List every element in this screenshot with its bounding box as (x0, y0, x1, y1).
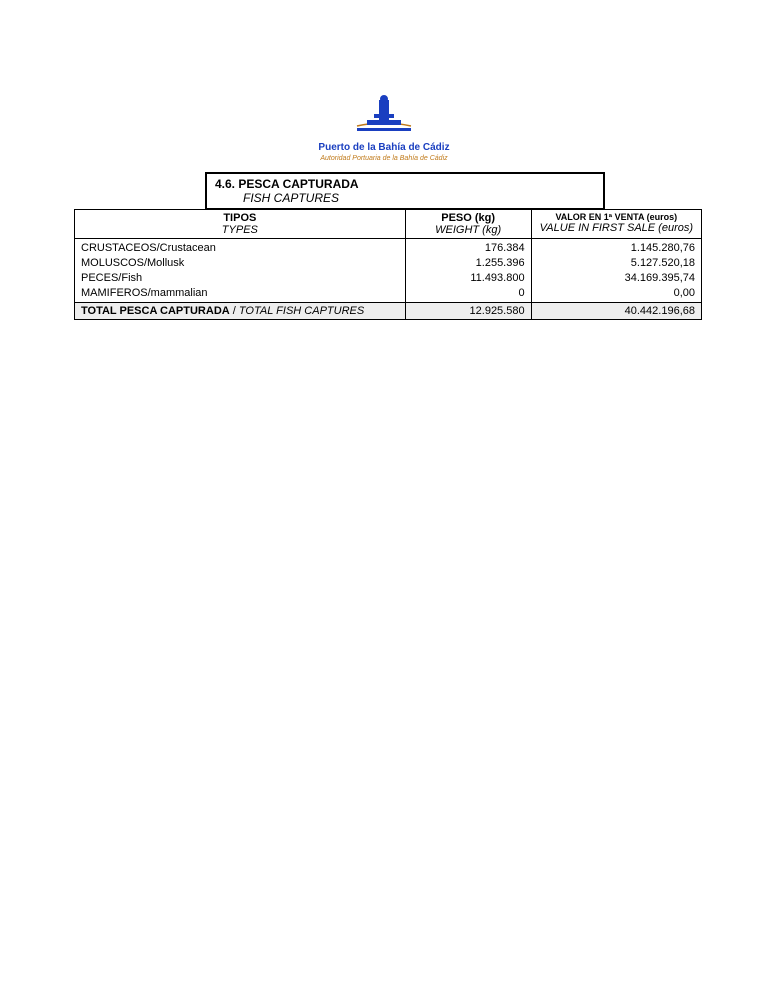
section-title-es: 4.6. PESCA CAPTURADA (215, 177, 595, 191)
header-weight-es: PESO (kg) (412, 212, 525, 224)
table-header-row: TIPOS TYPES PESO (kg) WEIGHT (kg) VALOR … (75, 210, 702, 239)
total-weight-cell: 12.925.580 (405, 303, 531, 320)
weight-cell: 176.384 1.255.396 11.493.800 0 (405, 239, 531, 303)
total-label-en: TOTAL FISH CAPTURES (239, 305, 364, 317)
header-weight-en: WEIGHT (kg) (412, 224, 525, 236)
type-row: MOLUSCOS/Mollusk (81, 256, 399, 271)
types-cell: CRUSTACEOS/Crustacean MOLUSCOS/Mollusk P… (75, 239, 406, 303)
header-types: TIPOS TYPES (75, 210, 406, 239)
fish-captures-table: TIPOS TYPES PESO (kg) WEIGHT (kg) VALOR … (74, 209, 702, 320)
section-title-en: FISH CAPTURES (243, 191, 595, 205)
weight-row: 1.255.396 (412, 256, 525, 271)
value-cell: 1.145.280,76 5.127.520,18 34.169.395,74 … (531, 239, 701, 303)
weight-row: 176.384 (412, 241, 525, 256)
total-label-es: TOTAL PESCA CAPTURADA (81, 305, 230, 317)
port-logo-icon (349, 90, 419, 138)
value-row: 34.169.395,74 (538, 271, 695, 286)
header-types-en: TYPES (81, 224, 399, 236)
header-value-en: VALUE IN FIRST SALE (euros) (538, 222, 695, 234)
value-row: 0,00 (538, 286, 695, 301)
value-row: 5.127.520,18 (538, 256, 695, 271)
value-row: 1.145.280,76 (538, 241, 695, 256)
header-value: VALOR EN 1ª VENTA (euros) VALUE IN FIRST… (531, 210, 701, 239)
type-row: PECES/Fish (81, 271, 399, 286)
table-total-row: TOTAL PESCA CAPTURADA / TOTAL FISH CAPTU… (75, 303, 702, 320)
total-label-cell: TOTAL PESCA CAPTURADA / TOTAL FISH CAPTU… (75, 303, 406, 320)
header-value-es: VALOR EN 1ª VENTA (euros) (538, 212, 695, 222)
logo-title: Puerto de la Bahía de Cádiz (299, 142, 469, 153)
weight-row: 11.493.800 (412, 271, 525, 286)
header-weight: PESO (kg) WEIGHT (kg) (405, 210, 531, 239)
table-body-row: CRUSTACEOS/Crustacean MOLUSCOS/Mollusk P… (75, 239, 702, 303)
weight-row: 0 (412, 286, 525, 301)
logo-subtitle: Autoridad Portuaria de la Bahía de Cádiz (299, 155, 469, 162)
total-sep: / (230, 305, 239, 317)
type-row: CRUSTACEOS/Crustacean (81, 241, 399, 256)
header-types-es: TIPOS (81, 212, 399, 224)
total-value-cell: 40.442.196,68 (531, 303, 701, 320)
logo-block: Puerto de la Bahía de Cádiz Autoridad Po… (299, 90, 469, 162)
type-row: MAMIFEROS/mammalian (81, 286, 399, 301)
section-title-box: 4.6. PESCA CAPTURADA FISH CAPTURES (205, 172, 605, 210)
